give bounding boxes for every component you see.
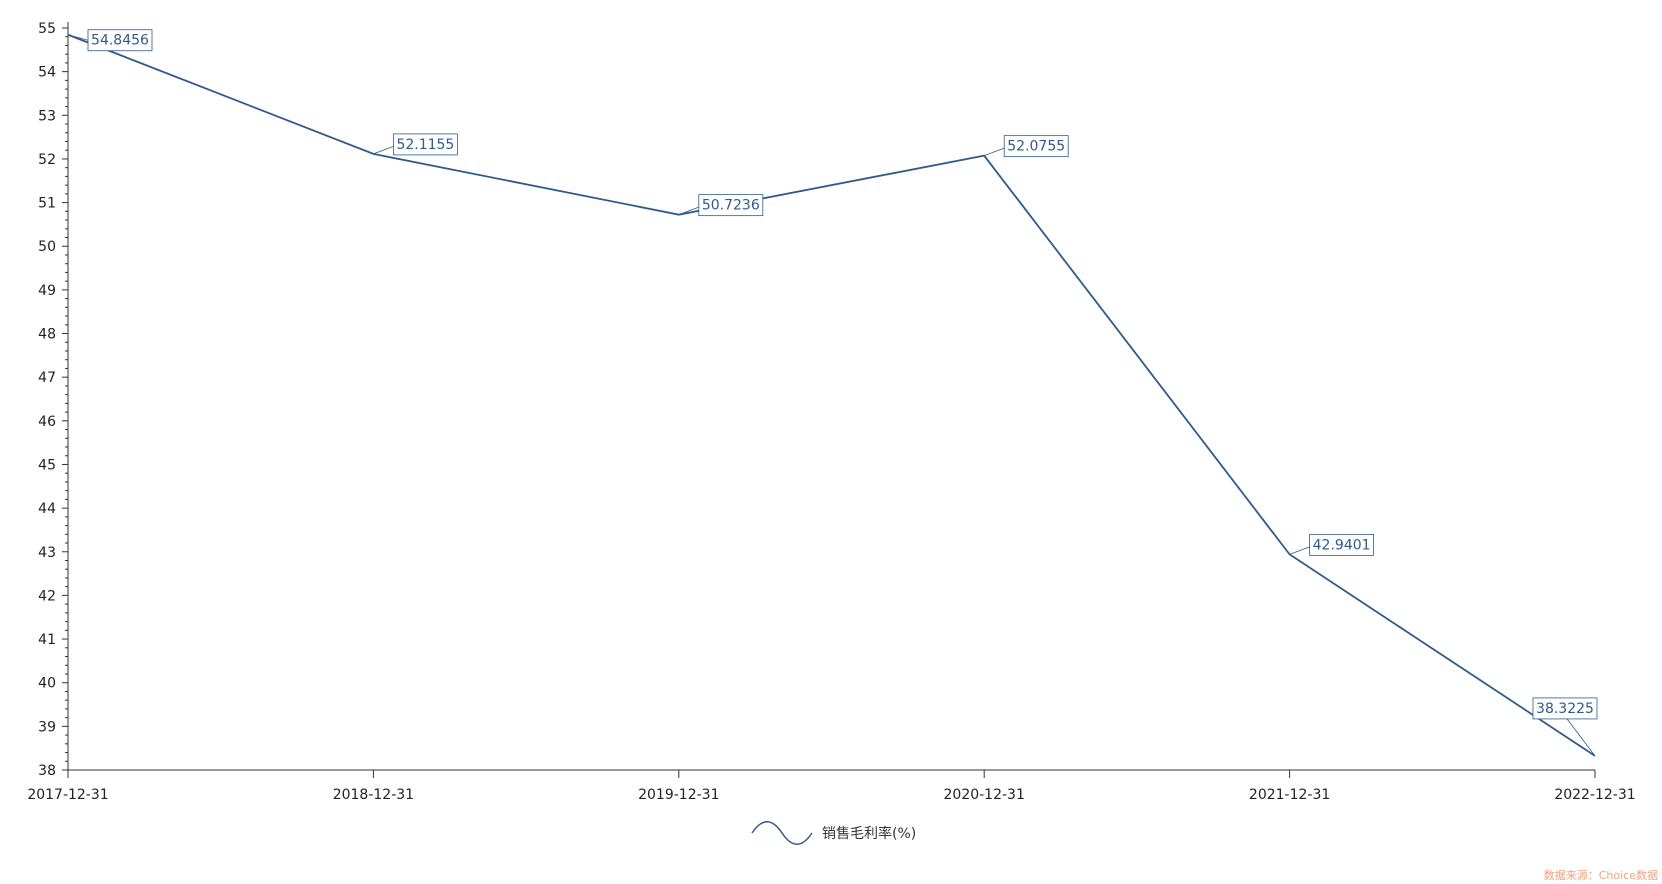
y-tick-label: 49 bbox=[38, 283, 56, 299]
x-tick-label: 2018-12-31 bbox=[333, 787, 414, 803]
source-note: 数据来源：Choice数据 bbox=[1544, 868, 1658, 882]
y-tick-label: 51 bbox=[38, 196, 56, 212]
y-tick-label: 41 bbox=[38, 632, 56, 648]
y-tick-label: 46 bbox=[38, 414, 56, 430]
y-axis: 38 39 40 41 42 43 44 45 46 47 48 49 50 51 52 53 54 55 bbox=[38, 21, 69, 779]
data-label: 52.1155 bbox=[396, 137, 454, 153]
y-tick-label: 55 bbox=[38, 21, 56, 37]
data-label-box bbox=[1309, 533, 1374, 556]
data-label: 52.0755 bbox=[1007, 139, 1065, 155]
x-tick-label: 2020-12-31 bbox=[944, 787, 1025, 803]
y-tick-label: 42 bbox=[38, 588, 56, 604]
y-tick-label: 47 bbox=[38, 370, 56, 386]
x-tick-label: 2021-12-31 bbox=[1249, 787, 1330, 803]
series-layer bbox=[67, 33, 1596, 757]
y-tick-label: 54 bbox=[38, 65, 56, 81]
y-tick-label: 45 bbox=[38, 457, 56, 473]
y-tick-label: 50 bbox=[38, 239, 56, 255]
y-tick-label: 38 bbox=[38, 763, 56, 779]
data-label-leader bbox=[67, 34, 89, 41]
x-axis: 2017-12-31 2018-12-31 2019-12-31 2020-12-31… bbox=[27, 769, 1636, 803]
data-label: 38.3225 bbox=[1536, 701, 1594, 717]
data-label-box bbox=[87, 29, 153, 52]
series-line bbox=[67, 33, 1596, 757]
y-tick-label: 39 bbox=[38, 719, 56, 735]
data-label: 42.9401 bbox=[1313, 537, 1371, 553]
data-label-box bbox=[392, 133, 458, 156]
data-label-leader bbox=[1566, 718, 1596, 757]
data-label-box bbox=[1003, 135, 1069, 158]
data-labels: 54.8456 52.1155 50.7236 52.0755 42.9401 38.32… bbox=[67, 29, 1598, 757]
data-label-leader bbox=[373, 146, 394, 155]
y-tick-label: 48 bbox=[38, 327, 56, 343]
data-label-box bbox=[1532, 697, 1598, 720]
data-label-leader bbox=[984, 147, 1005, 157]
x-tick-label: 2019-12-31 bbox=[638, 787, 719, 803]
y-tick-label: 53 bbox=[38, 108, 56, 124]
y-tick-label: 44 bbox=[38, 501, 56, 517]
data-label: 50.7236 bbox=[702, 198, 760, 214]
legend[interactable]: 销售毛利率(%) bbox=[751, 821, 916, 845]
y-tick-label: 40 bbox=[38, 676, 56, 692]
data-label-box bbox=[698, 194, 764, 217]
data-label-leader bbox=[1289, 546, 1310, 555]
x-tick-label: 2022-12-31 bbox=[1554, 787, 1635, 803]
legend-line-icon bbox=[751, 821, 813, 845]
y-tick-label: 52 bbox=[38, 152, 56, 168]
data-label-leader bbox=[678, 206, 699, 216]
y-tick-label: 43 bbox=[38, 545, 56, 561]
x-tick-label: 2017-12-31 bbox=[27, 787, 108, 803]
data-label: 54.8456 bbox=[91, 33, 149, 49]
legend-label: 销售毛利率(%) bbox=[822, 825, 916, 842]
